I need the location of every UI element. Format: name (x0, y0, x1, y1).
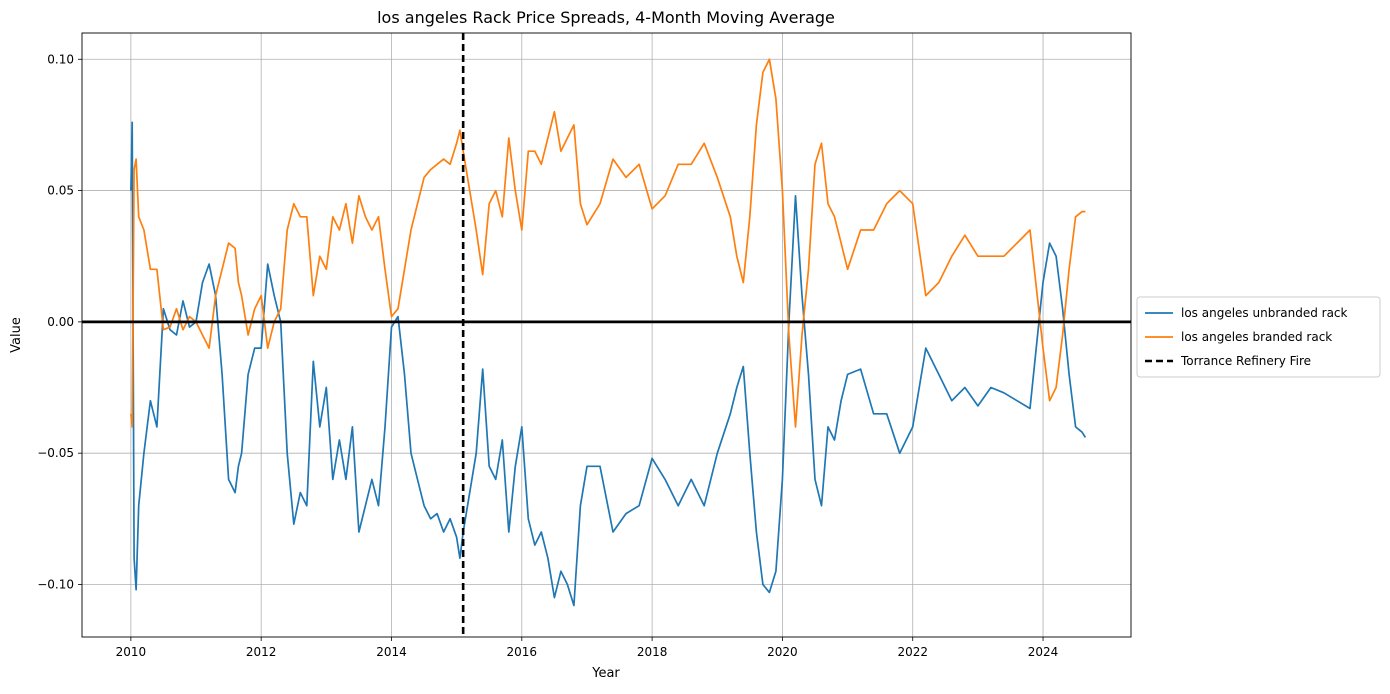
grid (82, 33, 1131, 637)
legend-label: Torrance Refinery Fire (1180, 354, 1311, 368)
chart-title: los angeles Rack Price Spreads, 4-Month … (377, 8, 835, 27)
legend-label: los angeles unbranded rack (1181, 306, 1348, 320)
y-tick-label: 0.10 (47, 52, 74, 66)
series-line-2 (130, 58, 1086, 428)
plot-area (130, 58, 1087, 607)
series-line-1 (130, 121, 1087, 607)
reference-lines (82, 33, 1131, 637)
x-tick-label: 2012 (246, 645, 277, 659)
x-tick-label: 2016 (507, 645, 538, 659)
legend-label: los angeles branded rack (1181, 330, 1332, 344)
x-tick-label: 2014 (376, 645, 407, 659)
x-tick-label: 2022 (897, 645, 928, 659)
x-tick-label: 2020 (767, 645, 798, 659)
y-tick-label: 0.05 (47, 184, 74, 198)
legend-box (1136, 296, 1381, 378)
x-tick-label: 2018 (637, 645, 668, 659)
x-tick-label: 2024 (1028, 645, 1059, 659)
x-tick-label: 2010 (116, 645, 147, 659)
y-tick-label: 0.00 (47, 315, 74, 329)
axes: 2010 2012 2014 2016 2018 2020 2022 2024 −0.10 −0.… (37, 32, 1132, 659)
x-axis-label: Year (591, 666, 620, 681)
axes-frame (81, 32, 1132, 638)
y-tick-label: −0.05 (37, 446, 74, 460)
y-axis-label: Value (9, 317, 24, 353)
legend: los angeles unbranded rack los angeles br… (1136, 296, 1381, 378)
y-tick-label: −0.10 (37, 577, 74, 591)
